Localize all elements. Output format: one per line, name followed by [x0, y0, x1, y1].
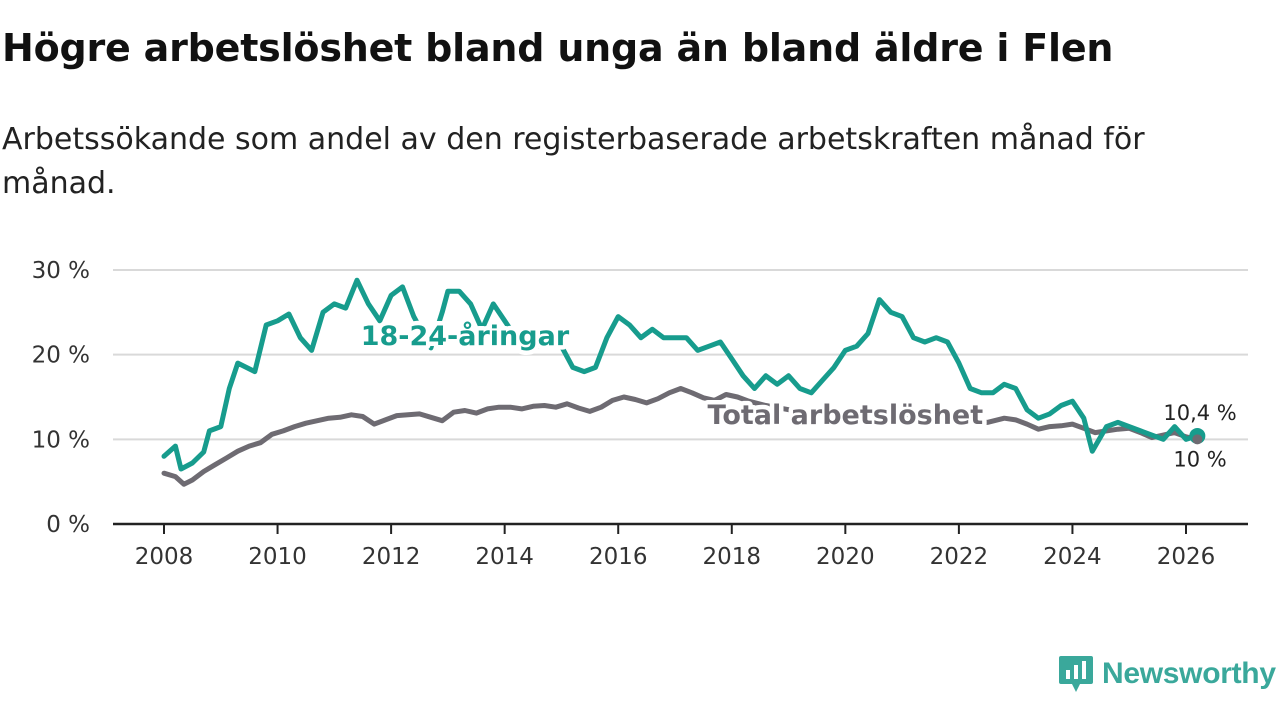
- series-line-total: [161, 386, 1200, 487]
- series-label-18-24: 18-24-åringar: [361, 320, 570, 352]
- x-tick-label: 2026: [1157, 544, 1216, 570]
- series-lines: [161, 277, 1206, 487]
- series-label-total: Total arbetslöshet: [708, 400, 984, 431]
- y-tick-label: 10 %: [32, 427, 90, 453]
- x-tick-label: 2024: [1043, 544, 1102, 570]
- newsworthy-logo-icon: [1059, 656, 1093, 692]
- x-tick-label: 2022: [930, 544, 989, 570]
- x-tick-label: 2008: [135, 544, 194, 570]
- grid-lines: [113, 269, 1248, 441]
- x-tick-label: 2014: [475, 544, 534, 570]
- chart-title: Högre arbetslöshet bland unga än bland ä…: [2, 26, 1114, 70]
- x-tick-label: 2012: [362, 544, 421, 570]
- y-axis-tick-labels: 0 % 10 % 20 % 30 %: [32, 258, 90, 538]
- end-label-total: 10 %: [1173, 447, 1226, 471]
- x-tick-label: 2018: [703, 544, 762, 570]
- x-tick-label: 2010: [248, 544, 307, 570]
- series-line-18-24: [161, 277, 1200, 472]
- x-tick-label: 2016: [589, 544, 648, 570]
- series-labels: 10,4 % 10 % 18-24-åringar Total arbetslöshe…: [356, 316, 1237, 472]
- chart-subtitle: Arbetssökande som andel av den registerb…: [2, 122, 1145, 201]
- brand-name: Newsworthy: [1102, 657, 1276, 690]
- y-tick-label: 20 %: [32, 343, 90, 369]
- end-point-total: [1192, 434, 1203, 445]
- newsworthy-logo: Newsworthy: [1058, 654, 1276, 694]
- end-label-18-24: 10,4 %: [1163, 401, 1236, 425]
- y-tick-label: 0 %: [46, 512, 90, 538]
- x-axis: 2008 2010 2012 2014 2016 2018 2020 2022 2024 2026: [113, 522, 1248, 570]
- y-tick-label: 30 %: [32, 258, 90, 284]
- x-tick-label: 2020: [816, 544, 875, 570]
